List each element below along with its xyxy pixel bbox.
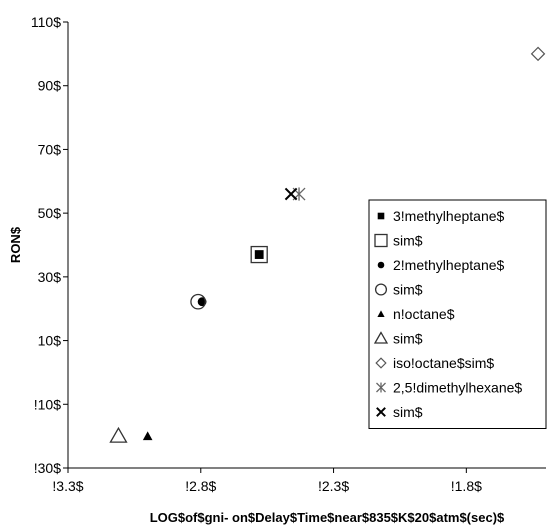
y-tick-label: 70$ bbox=[38, 141, 62, 157]
legend-label: sim$ bbox=[393, 282, 423, 298]
y-tick-label: 90$ bbox=[38, 78, 62, 94]
legend-item: n!octane$ bbox=[377, 306, 455, 322]
y-tick-label: 30$ bbox=[38, 269, 62, 285]
filled-square-marker bbox=[377, 212, 385, 220]
open-triangle-marker bbox=[373, 331, 389, 344]
legend-label: sim$ bbox=[393, 233, 423, 249]
y-tick-label: 10$ bbox=[38, 333, 62, 349]
x-ticks: !3.3$ !2.8$ !2.3$ !1.8$ bbox=[52, 468, 482, 494]
legend-item: iso!octane$sim$ bbox=[375, 355, 494, 371]
plot-area: !3.3$ !2.8$ !2.3$ !1.8$ !30$ !10$ 10$ 30$ 50$ 70… bbox=[31, 14, 546, 494]
open-triangle-marker bbox=[109, 426, 128, 443]
legend-item: 3!methylheptane$ bbox=[377, 208, 505, 224]
legend-item: 2!methylheptane$ bbox=[377, 257, 505, 273]
x-cross-marker bbox=[376, 407, 386, 417]
y-tick-label: !30$ bbox=[34, 460, 61, 476]
y-tick-label: !10$ bbox=[34, 396, 61, 412]
open-diamond-marker bbox=[530, 46, 546, 62]
open-circle-marker bbox=[374, 283, 388, 296]
data-points bbox=[109, 46, 546, 443]
open-circle-marker bbox=[190, 293, 206, 310]
filled-triangle-marker bbox=[377, 310, 385, 317]
legend-label: 3!methylheptane$ bbox=[393, 208, 505, 224]
open-square-marker bbox=[250, 245, 268, 264]
x-tick-label: !2.8$ bbox=[185, 478, 216, 494]
legend-label: n!octane$ bbox=[393, 306, 455, 322]
legend-item: sim$ bbox=[374, 282, 423, 298]
y-ticks: !30$ !10$ 10$ 30$ 50$ 70$ 90$ 110$ bbox=[31, 14, 68, 476]
x-axis-title: LOG$of$gni- on$Delay$Time$near$835$K$20$… bbox=[150, 510, 505, 525]
legend-item: sim$ bbox=[373, 331, 423, 347]
filled-triangle-marker bbox=[142, 431, 153, 441]
legend-label: iso!octane$sim$ bbox=[393, 355, 494, 371]
x-cross-marker bbox=[284, 187, 298, 201]
legend-items: 3!methylheptane$ sim$ 2!methylheptane$ sim$… bbox=[373, 208, 522, 420]
legend-label: sim$ bbox=[393, 331, 423, 347]
legend-label: sim$ bbox=[393, 404, 423, 420]
asterisk-marker bbox=[376, 382, 386, 393]
x-tick-label: !3.3$ bbox=[52, 478, 83, 494]
y-axis-title: RON$ bbox=[8, 226, 23, 263]
x-tick-label: !1.8$ bbox=[451, 478, 482, 494]
legend-label: 2,5!dimethylhexane$ bbox=[393, 380, 522, 396]
filled-circle-marker bbox=[377, 261, 385, 269]
x-tick-label: !2.3$ bbox=[318, 478, 349, 494]
open-square-marker bbox=[374, 233, 388, 248]
legend-item: 2,5!dimethylhexane$ bbox=[376, 380, 522, 396]
legend-item: sim$ bbox=[376, 404, 423, 420]
open-diamond-marker bbox=[375, 357, 387, 369]
legend-box bbox=[368, 199, 547, 429]
legend-item: sim$ bbox=[374, 233, 423, 249]
filled-circle-marker bbox=[197, 297, 207, 307]
filled-square-marker bbox=[254, 250, 264, 259]
y-tick-label: 50$ bbox=[38, 205, 62, 221]
legend: 3!methylheptane$ sim$ 2!methylheptane$ sim$… bbox=[368, 199, 547, 429]
y-tick-label: 110$ bbox=[31, 14, 61, 30]
legend-label: 2!methylheptane$ bbox=[393, 257, 505, 273]
